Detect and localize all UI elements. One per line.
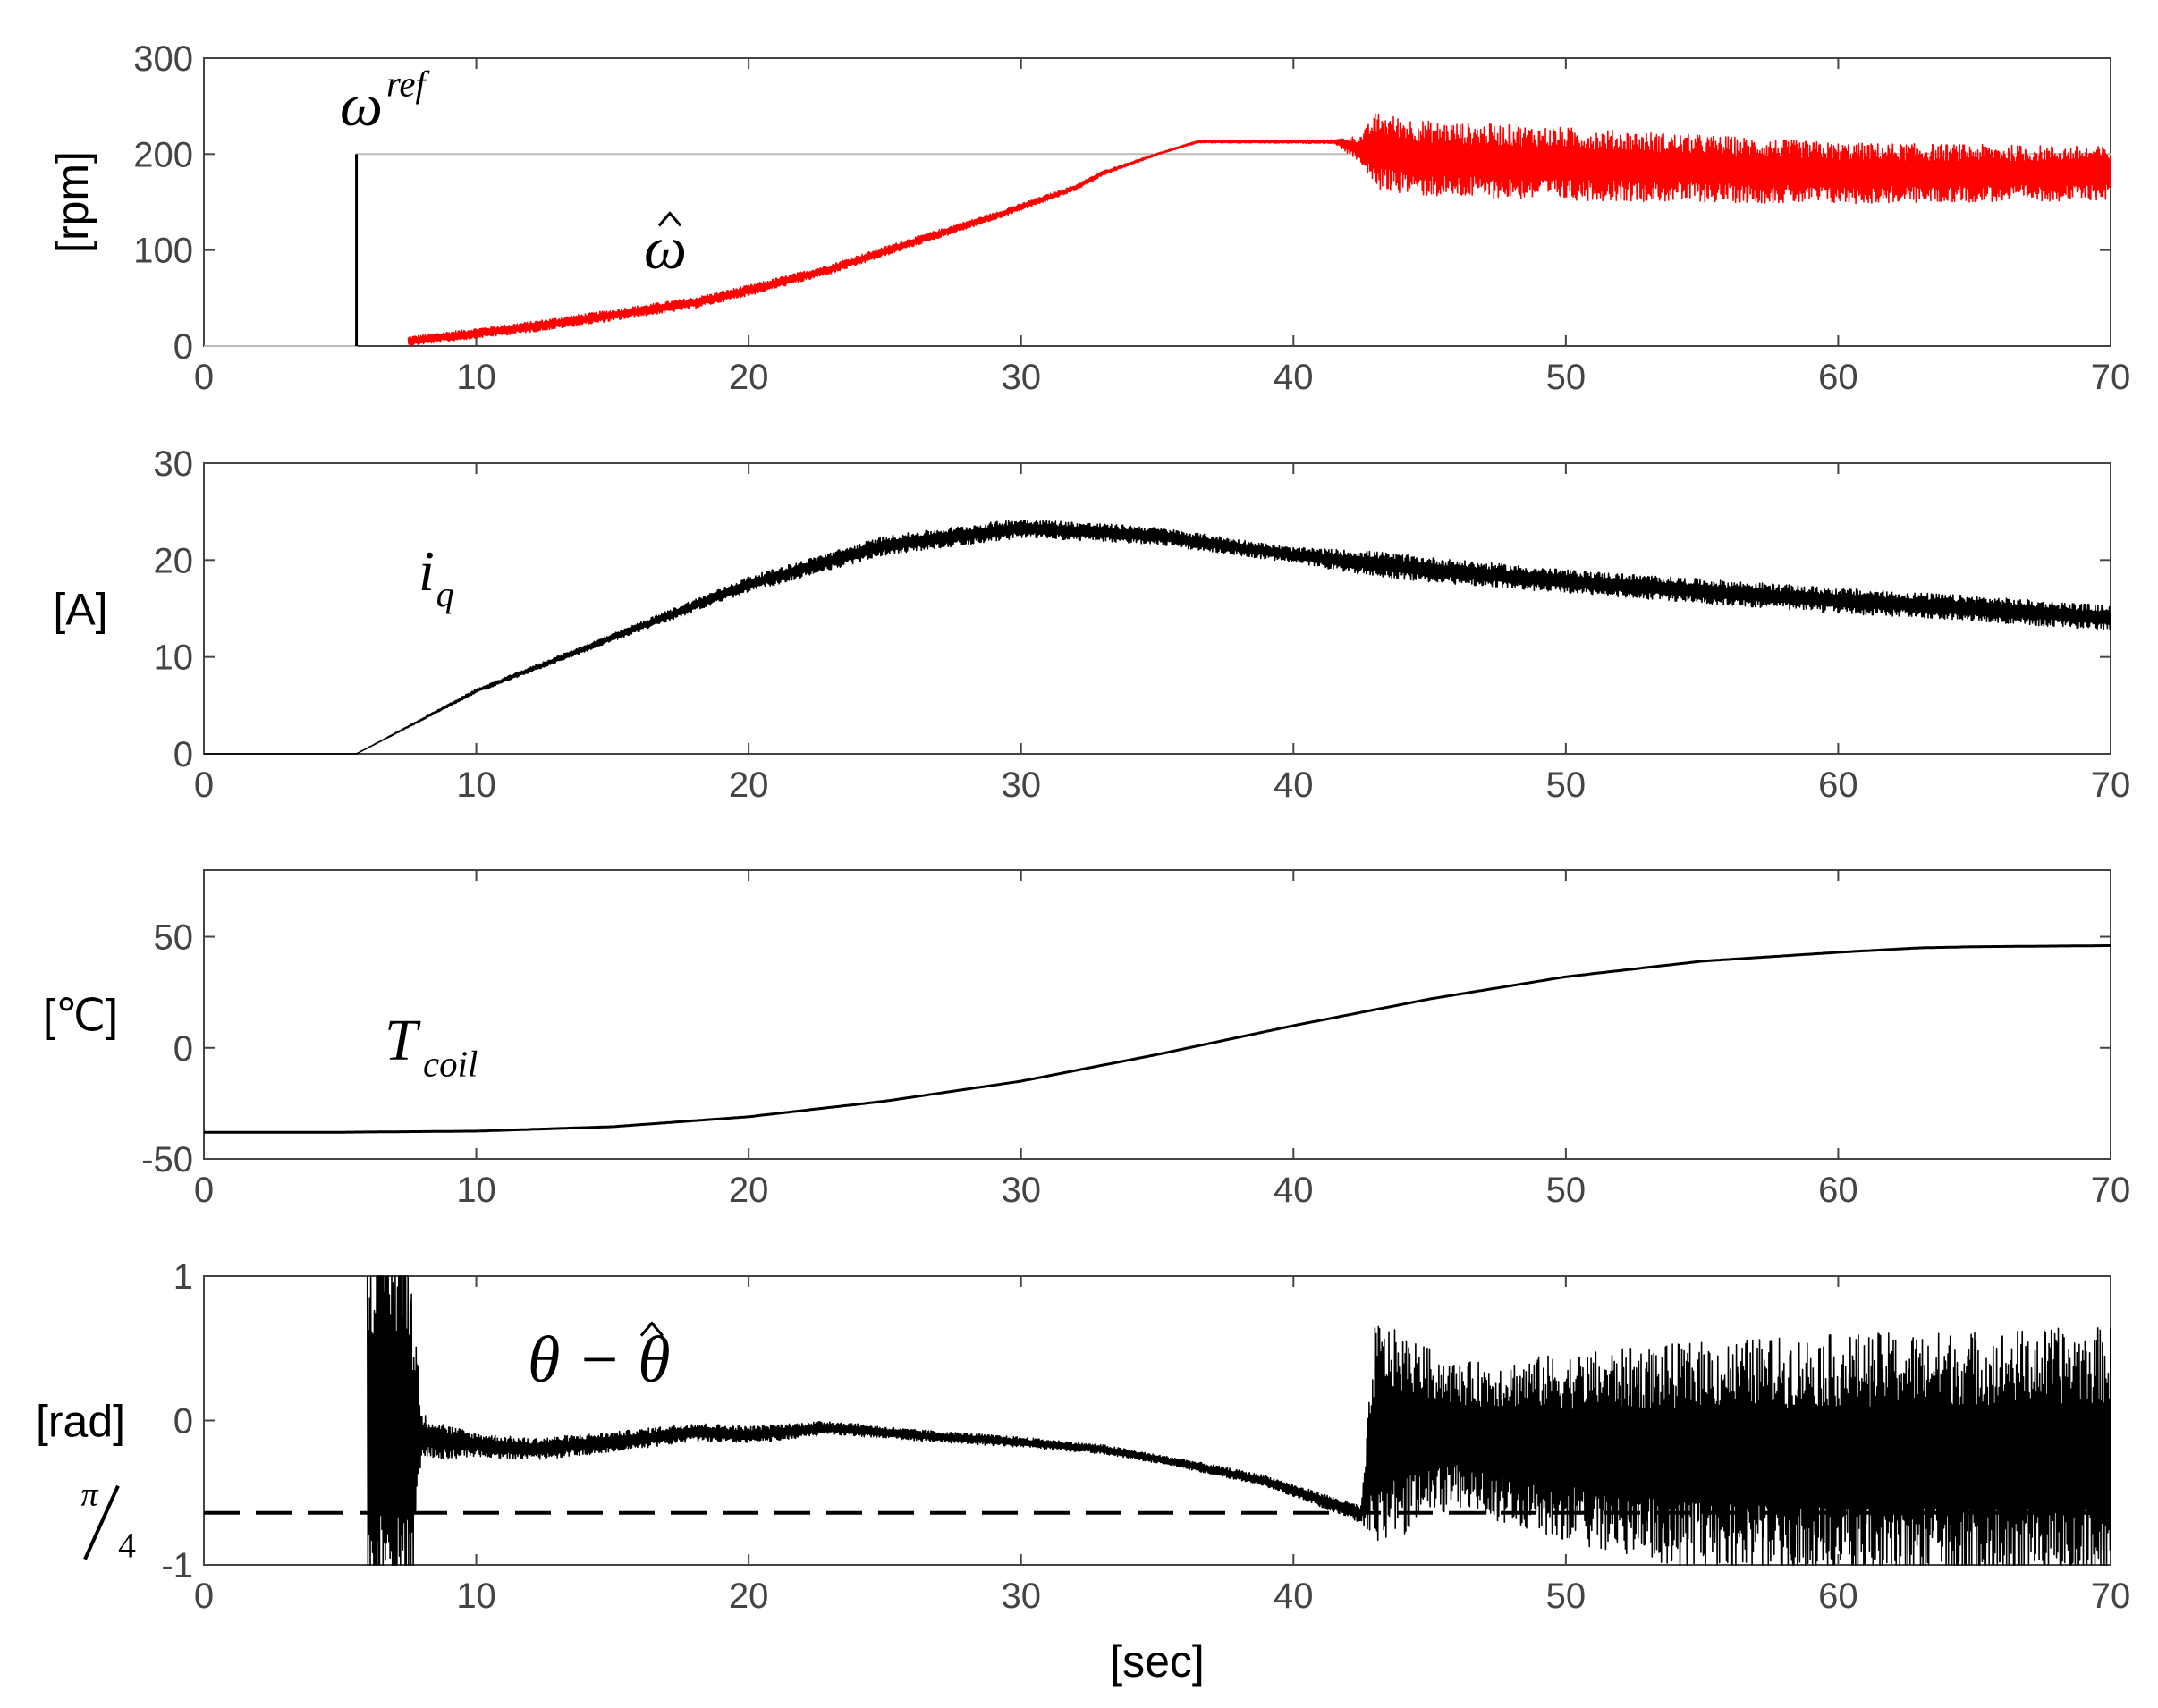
y-tick-label: 0 (173, 327, 193, 367)
series-line-1 (366, 1275, 2111, 1566)
x-tick-label: 10 (456, 1171, 496, 1210)
y-tick-label: -1 (161, 1546, 193, 1585)
x-tick-label: 40 (1274, 1171, 1314, 1210)
x-tick-label: 40 (1274, 358, 1314, 397)
x-tick-label: 20 (729, 1577, 769, 1616)
y-tick-label: 10 (154, 638, 194, 678)
series-line-1 (203, 520, 2111, 755)
panel-4: 0 10 20 30 40 50 60 70-101[rad][sec]π4θ − θ (36, 1257, 2130, 1687)
annotation-text: θ − θ (528, 1323, 671, 1397)
annotation-text: ω (340, 71, 383, 139)
pi-numerator: π (80, 1476, 98, 1514)
plot-frame (203, 869, 2111, 1160)
y-tick-label: 20 (154, 541, 194, 580)
y-tick-label: 0 (173, 1029, 193, 1069)
annotation-1: ω ref (340, 63, 430, 139)
x-tick-label: 40 (1274, 765, 1314, 805)
x-axis-label: [sec] (1110, 1636, 1205, 1687)
x-tick-label: 60 (1818, 358, 1858, 397)
y-axis-label: [rad] (36, 1397, 125, 1447)
x-tick-label: 20 (729, 358, 769, 397)
x-tick-label: 0 (194, 358, 214, 397)
annotation-text: i (419, 539, 435, 603)
y-tick-label: 0 (173, 735, 193, 774)
x-tick-label: 70 (2091, 1577, 2131, 1616)
annotation-subscript: q (436, 575, 454, 614)
fraction-slash (83, 1484, 120, 1560)
hat-accent (657, 211, 682, 227)
y-tick-label: 1 (173, 1257, 193, 1297)
x-tick-label: 70 (2091, 765, 2131, 805)
annotation-superscript: ref (386, 63, 430, 104)
y-tick-label: -50 (141, 1140, 193, 1180)
y-tick-label: 300 (133, 39, 193, 79)
x-tick-label: 0 (194, 1577, 214, 1616)
x-tick-label: 50 (1546, 1577, 1587, 1616)
x-tick-label: 10 (456, 358, 496, 397)
annotation-2: ω (644, 211, 687, 282)
y-axis-label: [℃] (43, 991, 118, 1041)
x-tick-label: 10 (456, 1577, 496, 1616)
x-tick-label: 30 (1001, 765, 1041, 805)
x-tick-label: 20 (729, 1171, 769, 1210)
x-tick-label: 60 (1818, 1171, 1858, 1210)
series-line-2 (407, 113, 2111, 347)
y-axis-label: [rpm] (47, 151, 97, 253)
x-tick-label: 30 (1001, 1577, 1041, 1616)
y-tick-label: 30 (154, 444, 194, 484)
x-tick-label: 40 (1274, 1577, 1314, 1616)
x-tick-label: 50 (1546, 765, 1587, 805)
x-tick-label: 70 (2091, 1171, 2131, 1210)
x-tick-label: 50 (1546, 358, 1587, 397)
x-tick-label: 30 (1001, 358, 1041, 397)
y-tick-label: 200 (133, 135, 193, 174)
hat-accent (639, 1321, 664, 1337)
x-tick-label: 70 (2091, 358, 2131, 397)
x-tick-label: 60 (1818, 1577, 1858, 1616)
x-tick-label: 60 (1818, 765, 1858, 805)
pi-denominator: 4 (118, 1526, 136, 1566)
y-axis-label: [A] (53, 585, 107, 635)
plot-frame (203, 462, 2111, 755)
series-line-1 (204, 944, 2111, 1134)
annotation-1: θ − θ (528, 1321, 671, 1397)
x-tick-label: 10 (456, 765, 496, 805)
annotation-subscript: coil (423, 1044, 478, 1084)
x-tick-label: 50 (1546, 1171, 1587, 1210)
x-tick-label: 0 (194, 1171, 214, 1210)
y-tick-label: 0 (173, 1402, 193, 1442)
pi-over-4-label: π4 (80, 1476, 136, 1566)
x-tick-label: 0 (194, 765, 214, 805)
panel-2: 0 10 20 30 40 50 60 70 0 10 20 30 [A] i q (53, 444, 2130, 805)
x-tick-label: 30 (1001, 1171, 1041, 1210)
x-tick-label: 20 (729, 765, 769, 805)
y-tick-label: 50 (154, 918, 194, 958)
annotation-text: T (385, 1008, 421, 1073)
y-tick-label: 100 (133, 232, 193, 271)
plot-frame (203, 57, 2111, 347)
